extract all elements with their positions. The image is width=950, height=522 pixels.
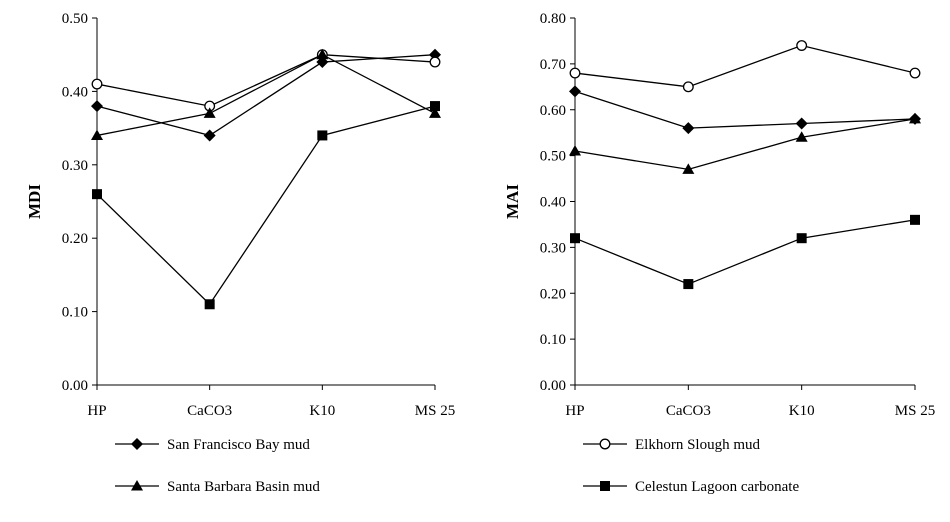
data-point: [429, 107, 441, 118]
legend-marker: [599, 438, 611, 450]
x-tick-label: MS 25: [415, 403, 455, 419]
legend-marker: [131, 480, 143, 491]
data-point: [682, 122, 695, 135]
y-tick-label: 0.80: [540, 11, 566, 27]
data-point: [91, 100, 103, 113]
y-tick-label: 0.00: [540, 378, 566, 394]
legend-label: Elkhorn Slough mud: [635, 437, 761, 453]
legend-marker: [131, 438, 143, 450]
y-tick-label: 0.20: [62, 231, 88, 247]
y-tick-label: 0.40: [62, 84, 88, 100]
data-point: [91, 78, 103, 90]
data-point: [796, 40, 808, 51]
x-tick-label: HP: [87, 403, 106, 419]
legend-label: Santa Barbara Basin mud: [167, 479, 320, 495]
data-point: [569, 145, 581, 156]
series-line: [96, 54, 436, 137]
data-point: [429, 56, 441, 68]
series-line: [574, 90, 916, 129]
y-tick-label: 0.30: [540, 240, 566, 256]
data-point: [909, 112, 921, 124]
x-tick-label: K10: [309, 403, 335, 419]
series-line: [96, 53, 436, 137]
y-axis-title: MAI: [503, 184, 522, 219]
y-tick-label: 0.20: [540, 286, 566, 302]
x-tick-label: HP: [565, 403, 584, 419]
legend-label: Celestun Lagoon carbonate: [635, 479, 799, 495]
data-point: [682, 163, 695, 174]
data-point: [430, 101, 440, 112]
x-tick-label: CaCO3: [187, 403, 232, 419]
data-point: [317, 130, 328, 141]
y-tick-label: 0.60: [540, 103, 566, 119]
y-axis-title: MDI: [25, 184, 44, 219]
mai-chart: 0.00 0.10 0.20 0.30 0.40 0.50 0.60 0.70 0.80 HP Ca…: [503, 11, 935, 419]
data-point: [570, 233, 580, 244]
y-tick-label: 0.50: [540, 149, 566, 165]
x-tick-label: MS 25: [895, 403, 935, 419]
x-tick-label: K10: [789, 403, 815, 419]
series-line: [574, 219, 916, 285]
data-point: [796, 233, 807, 244]
series-line: [574, 118, 916, 171]
x-tick-label: CaCO3: [666, 403, 711, 419]
series-line: [574, 44, 916, 88]
data-point: [569, 85, 581, 98]
data-point: [682, 81, 694, 93]
y-tick-label: 0.70: [540, 57, 566, 73]
data-point: [683, 279, 694, 290]
y-tick-label: 0.10: [540, 332, 566, 348]
legend-label: San Francisco Bay mud: [167, 437, 310, 453]
data-point: [569, 67, 581, 79]
data-point: [91, 129, 103, 140]
y-tick-label: 0.00: [62, 378, 88, 394]
series-line: [96, 54, 436, 107]
y-tick-label: 0.10: [62, 305, 88, 321]
mdi-chart: 0.00 0.10 0.20 0.30 0.40 0.50 HP CaCO3 K10 MS 25 M…: [25, 11, 455, 419]
data-point: [204, 299, 215, 310]
data-point: [909, 67, 921, 79]
data-point: [795, 117, 808, 130]
data-point: [910, 214, 920, 225]
data-point: [203, 129, 216, 142]
data-point: [203, 107, 216, 118]
y-tick-label: 0.30: [62, 158, 88, 174]
y-tick-label: 0.40: [540, 195, 566, 211]
legend: San Francisco Bay mud Elkhorn Slough mud S…: [115, 437, 799, 495]
y-tick-label: 0.50: [62, 11, 88, 27]
data-point: [316, 48, 329, 60]
series-line: [96, 105, 436, 306]
data-point: [92, 189, 102, 200]
data-point: [795, 131, 808, 142]
legend-marker: [600, 481, 610, 491]
